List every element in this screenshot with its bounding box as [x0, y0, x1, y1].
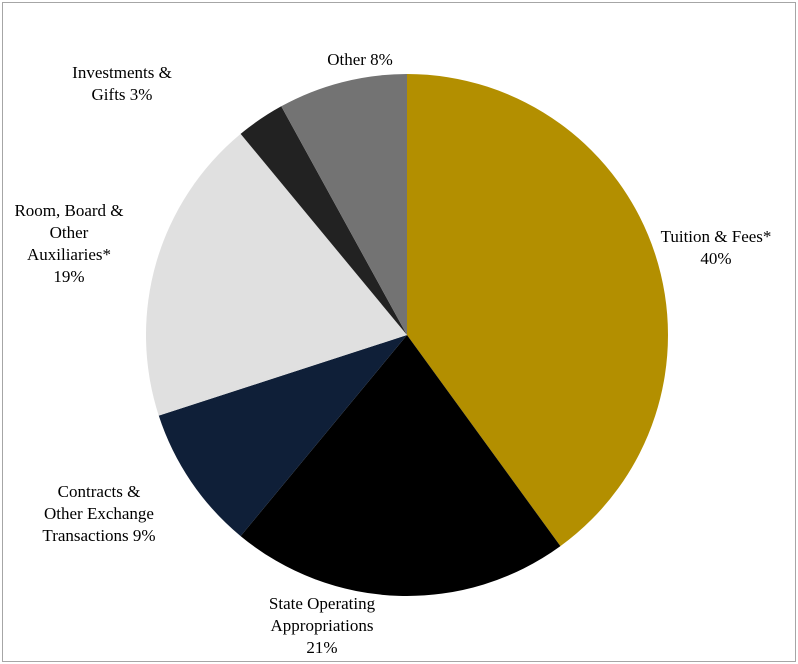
pie-labels: Tuition & Fees* 40% State Operating Appropr… — [14, 50, 771, 657]
pie-label-other: Other 8% — [327, 50, 393, 69]
pie-label-contracts-other-exchange-transactions: Contracts & Other Exchange Transactions 9% — [42, 482, 155, 545]
pie-slice-investments-gifts — [240, 106, 407, 335]
pie-slice-state-operating-appropriations — [240, 335, 561, 596]
pie-label-room-board-other-auxiliaries: Room, Board & Other Auxiliaries* 19% — [14, 201, 123, 286]
pie-label-tuition-fees: Tuition & Fees* 40% — [661, 227, 772, 268]
pie-slices — [145, 74, 668, 596]
pie-slice-contracts-other-exchange-transactions — [158, 335, 407, 537]
pie-slice-other — [281, 74, 407, 335]
pie-label-investments-gifts: Investments & Gifts 3% — [72, 63, 172, 104]
pie-slice-room-board-other-auxiliaries — [145, 133, 407, 416]
pie-label-state-operating-appropriations: State Operating Appropriations 21% — [269, 594, 376, 657]
pie-slice-tuition-fees — [407, 74, 668, 547]
